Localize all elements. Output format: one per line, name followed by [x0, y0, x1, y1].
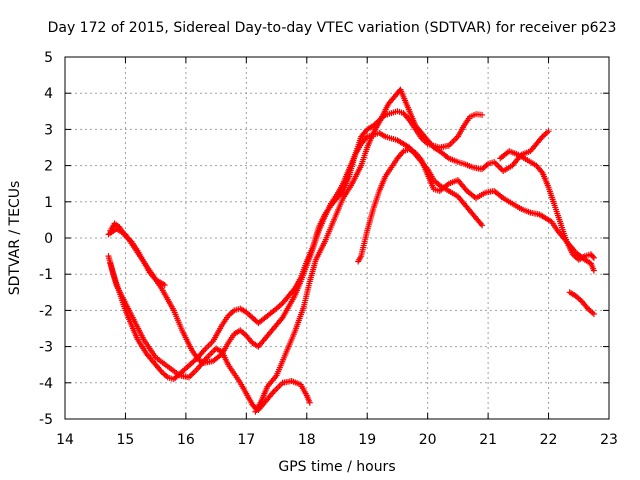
x-tick-label: 17 [237, 432, 255, 448]
data-point [590, 267, 597, 274]
y-tick-label: -3 [39, 340, 53, 356]
grid [65, 57, 609, 419]
data-point [479, 111, 486, 118]
y-axis-label: SDTVAR / TECUs [7, 181, 23, 296]
x-tick-label: 20 [419, 432, 437, 448]
y-tick-label: 4 [44, 86, 53, 102]
x-tick-label: 15 [117, 432, 135, 448]
data-point [545, 128, 552, 135]
y-tick-label: 5 [44, 50, 53, 66]
y-tick-label: -5 [39, 412, 53, 428]
y-tick-label: 3 [44, 122, 53, 138]
x-tick-label: 21 [479, 432, 497, 448]
x-tick-label: 22 [540, 432, 558, 448]
x-tick-labels: 14 15 16 17 18 19 20 21 22 23 [56, 432, 618, 448]
series-track-8 [566, 289, 597, 318]
series-track-1 [105, 108, 486, 383]
x-tick-label: 14 [56, 432, 74, 448]
x-tick-label: 19 [358, 432, 376, 448]
x-axis-label: GPS time / hours [278, 459, 395, 475]
y-tick-labels: -5 -4 -3 -2 -1 0 1 2 3 4 5 [39, 50, 53, 428]
series-track-4 [107, 260, 313, 413]
axis-ticks [64, 56, 610, 420]
series-layer [105, 86, 597, 415]
data-point [590, 254, 597, 261]
data-point [479, 222, 486, 229]
y-tick-label: -2 [39, 303, 53, 319]
y-tick-label: 1 [44, 195, 53, 211]
data-point [306, 399, 313, 406]
x-tick-label: 16 [177, 432, 195, 448]
x-tick-label: 18 [298, 432, 316, 448]
x-tick-label: 23 [600, 432, 618, 448]
y-tick-label: -1 [39, 267, 53, 283]
y-tick-label: 0 [44, 231, 53, 247]
series-track-5 [252, 86, 552, 415]
series-track-3 [107, 220, 168, 289]
series-track-7 [497, 148, 597, 263]
chart-title: Day 172 of 2015, Sidereal Day-to-day VTE… [48, 20, 617, 36]
data-point [589, 253, 596, 260]
data-point [161, 282, 168, 289]
data-point [590, 311, 597, 318]
y-tick-label: -4 [39, 376, 53, 392]
y-tick-label: 2 [44, 159, 53, 175]
